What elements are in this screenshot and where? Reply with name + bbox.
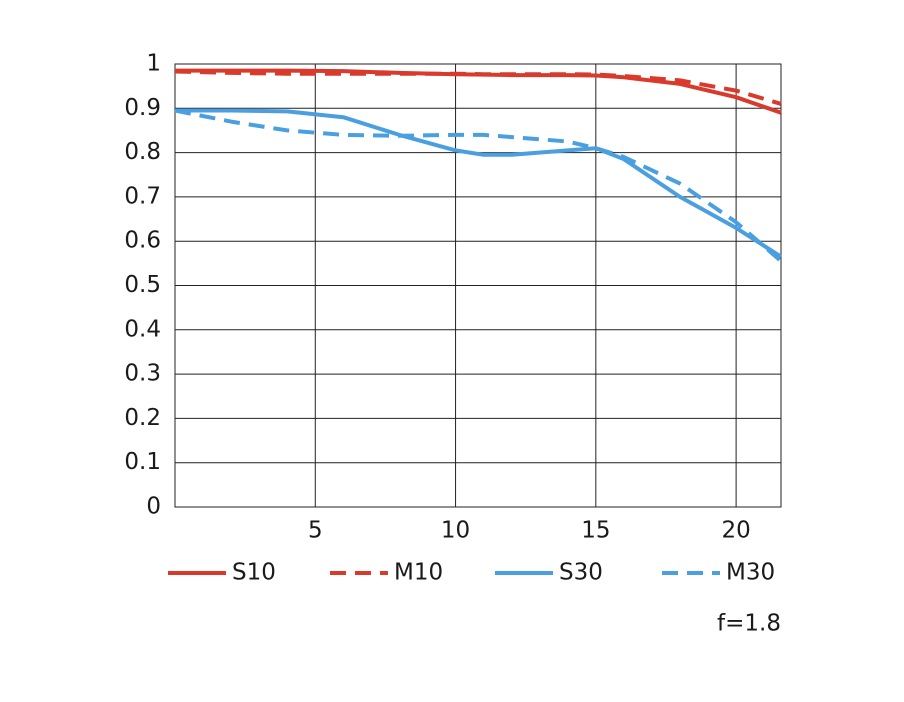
y-tick-label: 0.3 [124, 361, 161, 387]
x-tick-label: 10 [441, 518, 470, 544]
y-tick-label: 0 [146, 494, 161, 520]
legend-label: S30 [559, 560, 603, 586]
y-tick-label: 0.7 [124, 183, 161, 209]
series-line [174, 108, 783, 263]
series-line [175, 68, 782, 115]
y-tick-label: 0.4 [124, 316, 161, 342]
legend-label: M10 [394, 560, 443, 586]
x-tick-label: 5 [308, 518, 323, 544]
x-tick-label: 20 [721, 518, 750, 544]
y-tick-label: 1 [146, 51, 161, 77]
legend-label: M30 [726, 560, 775, 586]
legend-label: S10 [232, 560, 276, 586]
annotation: f=1.8 [717, 611, 781, 637]
y-tick-label: 0.1 [124, 449, 161, 475]
y-tick-label: 0.8 [124, 139, 161, 165]
series-line [175, 108, 783, 259]
y-tick-label: 0.6 [124, 228, 161, 254]
y-tick-label: 0.9 [124, 95, 161, 121]
x-tick-label: 15 [581, 518, 610, 544]
y-tick-label: 0.5 [124, 272, 161, 298]
y-tick-label: 0.2 [124, 405, 161, 431]
